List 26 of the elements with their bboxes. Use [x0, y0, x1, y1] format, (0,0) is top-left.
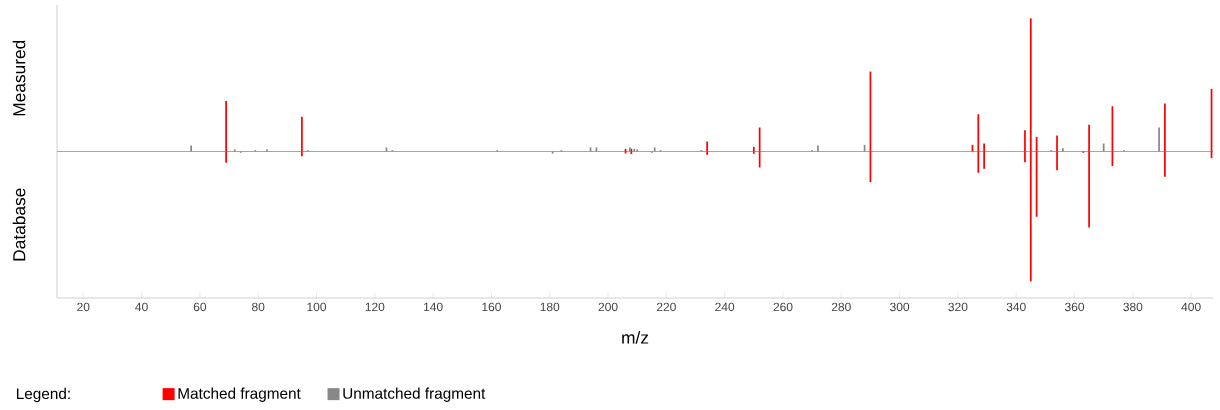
- legend-title: Legend:: [16, 387, 70, 403]
- x-tick-label: 280: [831, 302, 851, 312]
- x-tick-label: 180: [540, 302, 560, 312]
- x-tick-label: 220: [656, 302, 676, 312]
- x-tick-label: 80: [252, 302, 265, 312]
- legend-label: Matched fragment: [178, 387, 301, 402]
- x-tick-label: 360: [1064, 302, 1085, 312]
- x-axis-title: m/z: [622, 331, 649, 344]
- x-tick-label: 340: [1006, 302, 1026, 312]
- x-tick-label: 160: [482, 302, 501, 312]
- x-tick-label: 400: [1181, 302, 1201, 312]
- x-tick-label: 380: [1123, 302, 1143, 312]
- x-tick-label: 60: [193, 302, 207, 312]
- x-tick-label: 240: [715, 302, 735, 312]
- x-tick-label: 100: [307, 302, 327, 312]
- text: Database: [12, 188, 26, 261]
- x-tick-label: 300: [890, 302, 910, 312]
- x-tick-label: 260: [773, 302, 793, 312]
- x-tick-label: 320: [948, 302, 968, 312]
- x-tick-label: 140: [424, 302, 443, 312]
- x-tick-label: 40: [135, 302, 148, 312]
- x-tick-label: 200: [598, 302, 618, 312]
- legend-label: Unmatched fragment: [343, 387, 486, 402]
- x-tick-label: 20: [77, 302, 90, 312]
- x-tick-label: 120: [365, 302, 385, 312]
- text: Measured: [12, 40, 26, 116]
